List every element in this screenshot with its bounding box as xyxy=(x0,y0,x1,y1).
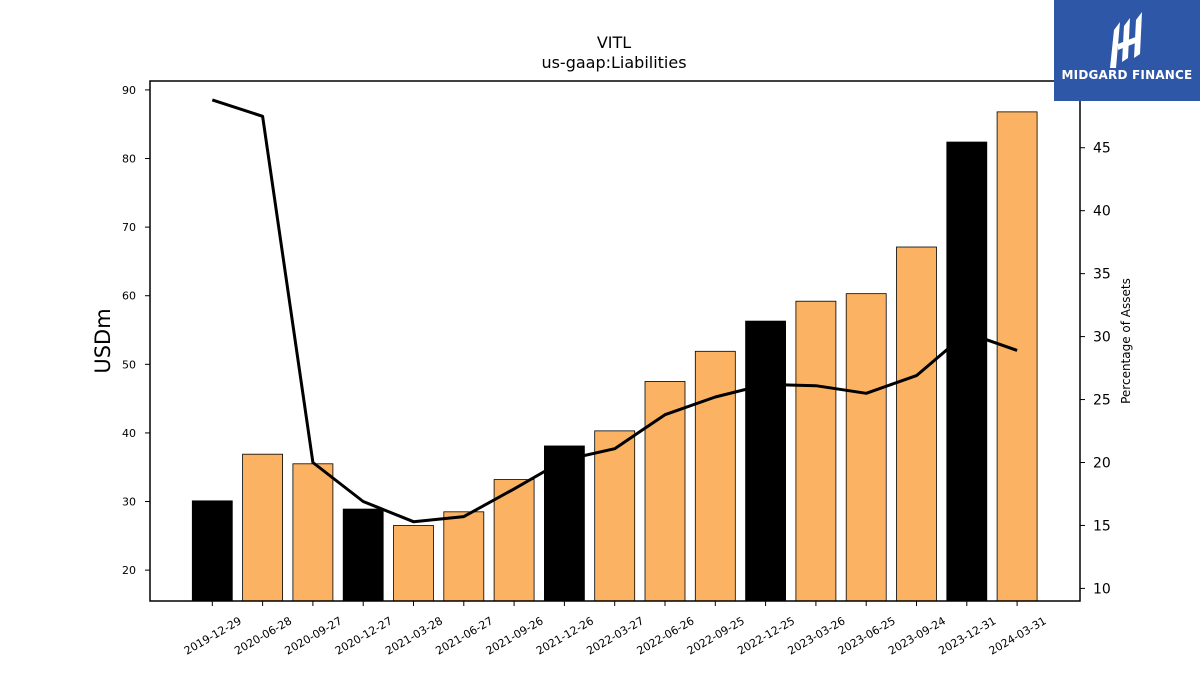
bar xyxy=(745,320,786,602)
bar xyxy=(845,293,887,602)
line-group xyxy=(211,98,1018,524)
bar xyxy=(191,500,233,602)
y-tick-label: 70 xyxy=(122,221,136,234)
x-axis: 2019-12-292020-06-282020-09-272020-12-27… xyxy=(182,601,1049,658)
bar xyxy=(795,300,837,602)
chart-subtitle: us-gaap:Liabilities xyxy=(541,53,686,72)
y-tick-label: 90 xyxy=(122,84,136,97)
y-axis-label: USDm xyxy=(91,308,115,373)
midgard-logo-icon xyxy=(1110,12,1142,68)
bar xyxy=(544,445,585,602)
y2-tick-label: 20 xyxy=(1093,456,1111,472)
bar xyxy=(242,453,284,602)
x-tick-label: 2024-03-31 xyxy=(987,614,1049,657)
y2-tick-label: 35 xyxy=(1093,267,1111,283)
bars-group xyxy=(191,111,1038,602)
bar xyxy=(594,430,636,602)
chart-title: VITL xyxy=(597,33,631,52)
bar xyxy=(493,479,535,602)
right-axis: 10 15 20 25 30 35 40 45 xyxy=(1080,141,1111,597)
bar xyxy=(342,508,384,602)
y-tick-label: 30 xyxy=(122,496,136,509)
y-tick-label: 40 xyxy=(122,427,136,440)
y-tick-label: 60 xyxy=(122,290,136,303)
y-tick-label: 20 xyxy=(122,564,136,577)
y2-tick-label: 30 xyxy=(1093,330,1111,346)
bar xyxy=(946,141,988,602)
y2-axis-label: Percentage of Assets xyxy=(1119,278,1133,404)
bar xyxy=(694,350,736,602)
y-tick-label: 50 xyxy=(122,358,136,371)
y2-tick-label: 10 xyxy=(1093,581,1111,597)
y-tick-label: 80 xyxy=(122,153,136,166)
y2-tick-label: 15 xyxy=(1093,518,1111,534)
bar xyxy=(644,381,686,602)
y2-tick-label: 40 xyxy=(1093,204,1111,220)
brand-name: MIDGARD FINANCE xyxy=(1061,68,1193,82)
brand-logo: MIDGARD FINANCE xyxy=(1054,0,1200,101)
left-axis: 20 30 40 50 60 70 80 90 xyxy=(122,84,150,577)
bar xyxy=(292,463,334,602)
bar xyxy=(996,111,1038,602)
series-line xyxy=(211,98,1018,524)
bar xyxy=(393,525,434,602)
bar xyxy=(896,246,937,602)
y2-tick-label: 45 xyxy=(1093,141,1111,157)
y2-tick-label: 25 xyxy=(1093,393,1111,409)
bar xyxy=(443,511,485,602)
